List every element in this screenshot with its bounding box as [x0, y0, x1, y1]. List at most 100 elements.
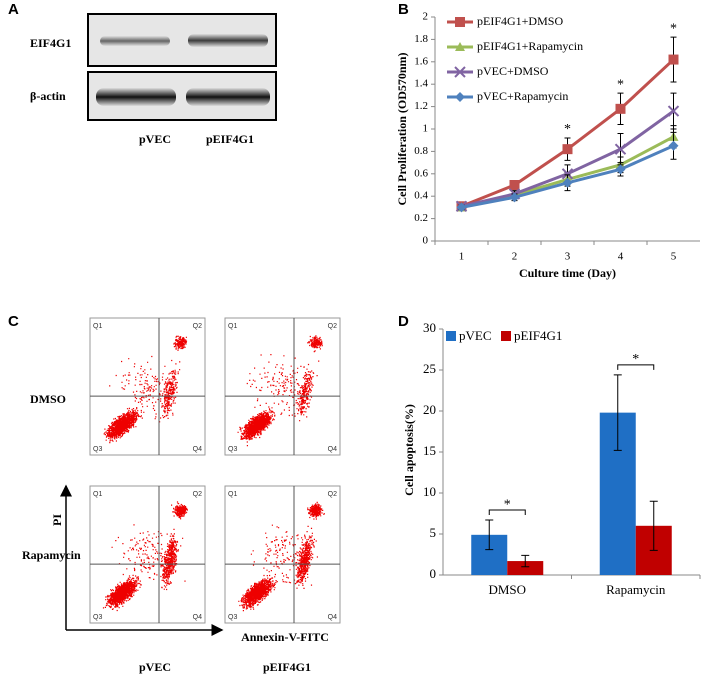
blot-lane: pEIF4G1 — [206, 132, 254, 146]
y-tick-label: 0.6 — [414, 167, 428, 179]
blot-row: β-actin — [30, 89, 66, 103]
quadrant-label: Q1 — [228, 491, 237, 498]
flow-events — [238, 501, 325, 612]
x-tick-label: DMSO — [488, 582, 526, 597]
x-tick-label: 2 — [512, 251, 518, 263]
significance-bracket — [617, 364, 655, 370]
error-bar — [521, 554, 530, 568]
significance: * — [670, 21, 677, 36]
marker — [615, 103, 626, 114]
y-tick-label: 1.6 — [414, 55, 428, 67]
marker — [561, 168, 574, 180]
quadrant-label: Q3 — [228, 446, 237, 453]
quadrant-label: Q4 — [328, 614, 337, 621]
quadrant-label: Q1 — [93, 491, 102, 498]
y-tick-label: 0 — [430, 566, 437, 581]
legend-label: pVEC+Rapamycin — [477, 89, 568, 103]
legend-label: pVEC+DMSO — [477, 64, 549, 78]
y-tick-label: 10 — [423, 484, 436, 499]
x-tick-label: 4 — [618, 251, 624, 263]
error-bar — [485, 519, 494, 551]
quadrant-label: Q1 — [93, 323, 102, 330]
quadrant-label: Q2 — [328, 323, 337, 330]
blot-lane: pVEC — [139, 132, 171, 146]
y-tick-label: 1 — [423, 123, 429, 135]
y-tick-label: 0.4 — [414, 190, 428, 202]
flow-y-label: PI — [50, 514, 64, 526]
marker — [615, 164, 626, 175]
marker — [456, 202, 467, 213]
quadrant-label: Q4 — [193, 446, 202, 453]
quadrant-label: Q3 — [93, 446, 102, 453]
quadrant-label: Q1 — [228, 323, 237, 330]
blot-band — [188, 34, 268, 47]
significance: * — [504, 497, 511, 512]
y-tick-label: 20 — [423, 402, 436, 417]
error-bar — [613, 374, 622, 451]
legend-label: pEIF4G1+Rapamycin — [477, 39, 583, 53]
marker — [562, 177, 573, 188]
y-tick-label: 1.2 — [414, 100, 428, 112]
panel-label: D — [398, 313, 409, 330]
x-tick-label: 5 — [671, 251, 677, 263]
y-tick-label: 0.2 — [414, 212, 428, 224]
x-axis-title: Culture time (Day) — [519, 266, 616, 280]
y-tick-label: 1.4 — [414, 78, 428, 90]
marker — [509, 180, 520, 190]
legend-marker — [455, 92, 465, 102]
blot-row: EIF4G1 — [30, 36, 71, 50]
quadrant-label: Q2 — [193, 491, 202, 498]
error-bar — [649, 500, 658, 551]
blot-band — [186, 88, 270, 106]
blot-band — [100, 36, 170, 46]
legend-label: pEIF4G1 — [514, 328, 562, 343]
quadrant-label: Q2 — [193, 323, 202, 330]
significance: * — [564, 122, 571, 137]
x-tick-label: 3 — [565, 251, 571, 263]
flow-column: pEIF4G1 — [263, 660, 311, 674]
x-tick-label: 1 — [459, 251, 465, 263]
y-tick-label: 0.8 — [414, 145, 428, 157]
legend-swatch — [501, 331, 511, 341]
panel-label: C — [8, 313, 19, 330]
panel-label: B — [398, 1, 409, 18]
quadrant-label: Q2 — [328, 491, 337, 498]
blot-band — [96, 88, 176, 106]
x-tick-label: Rapamycin — [606, 582, 666, 597]
y-tick-label: 0 — [423, 235, 429, 247]
marker — [668, 140, 679, 151]
flow-plot — [224, 485, 341, 624]
flow-events — [237, 335, 323, 447]
legend-label: pVEC — [459, 328, 492, 343]
quadrant-label: Q3 — [93, 614, 102, 621]
quadrant-label: Q4 — [193, 614, 202, 621]
flow-events — [102, 501, 188, 612]
marker — [668, 54, 679, 65]
legend-swatch — [446, 331, 456, 341]
significance-bracket — [488, 509, 526, 516]
legend-marker — [455, 42, 465, 51]
quadrant-label: Q3 — [228, 614, 237, 621]
legend-marker — [455, 17, 465, 27]
y-tick-label: 15 — [423, 443, 436, 458]
significance: * — [632, 352, 639, 367]
flow-row: DMSO — [30, 392, 66, 406]
y-axis-title: Cell apoptosis(%) — [402, 404, 416, 496]
legend-marker — [454, 66, 466, 78]
flow-column: pVEC — [139, 660, 171, 674]
marker — [562, 144, 573, 155]
y-tick-label: 30 — [423, 320, 436, 335]
flow-events — [103, 335, 188, 444]
marker — [614, 143, 627, 155]
y-tick-label: 2 — [423, 11, 429, 23]
panel-label: A — [8, 1, 19, 18]
y-tick-label: 1.8 — [414, 33, 428, 45]
significance: * — [617, 77, 624, 92]
y-tick-label: 5 — [430, 525, 437, 540]
quadrant-label: Q4 — [328, 446, 337, 453]
flow-x-label: Annexin-V-FITC — [241, 630, 329, 644]
bar — [507, 561, 544, 575]
marker — [509, 192, 520, 203]
y-axis-title: Cell Proliferation (OD570nm) — [395, 52, 409, 205]
